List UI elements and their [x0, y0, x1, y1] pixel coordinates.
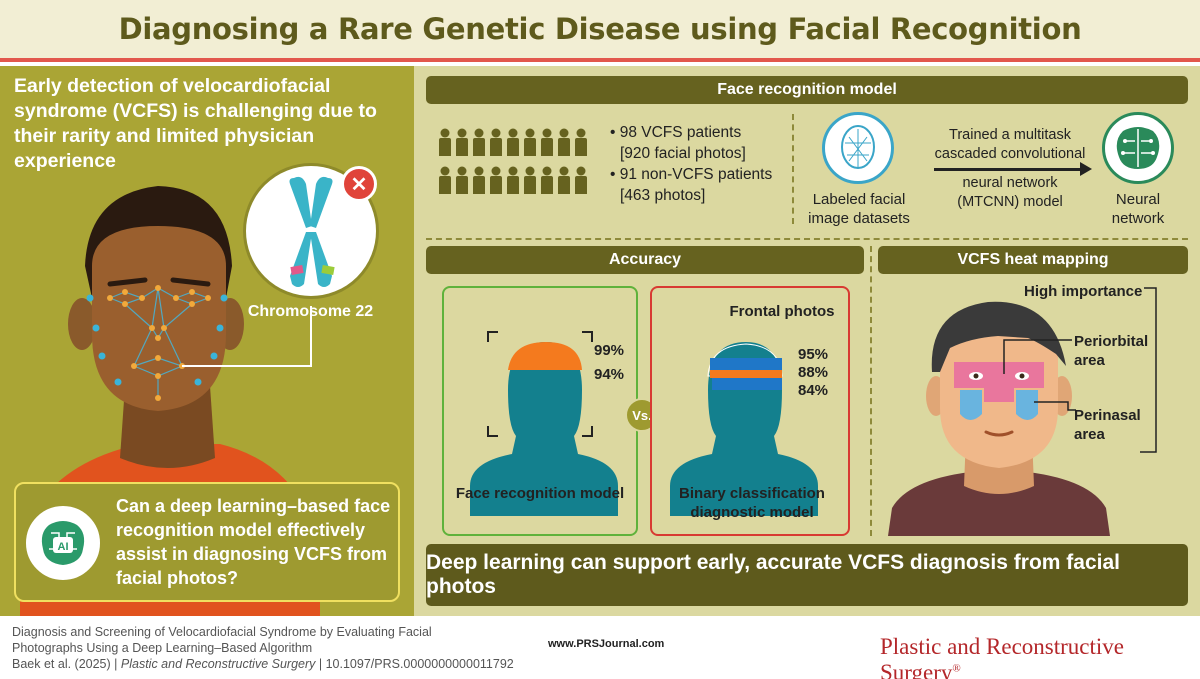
face-model-accuracy-box: 99% 94% Face recognition model [442, 286, 638, 536]
section-divider [426, 238, 1188, 240]
face-model-pct-top: 99% [594, 342, 625, 359]
citation-line-3: Baek et al. (2025) | Plastic and Reconst… [12, 656, 532, 672]
chromosome-label: Chromosome 22 [247, 303, 374, 320]
intro-text: Early detection of velocardiofacial synd… [14, 75, 377, 172]
labeled-dataset-label: Labeled facial image datasets [808, 191, 910, 227]
high-importance-label: High importance [1024, 283, 1143, 300]
footer: Diagnosis and Screening of Velocardiofac… [0, 616, 1200, 679]
title-bar: Diagnosing a Rare Genetic Disease using … [0, 0, 1200, 62]
face-model-label: Face recognition model [455, 485, 625, 502]
accuracy-header: Accuracy [426, 246, 864, 274]
binary-model-label: Binary classification diagnostic model [679, 485, 825, 521]
close-icon: ✕ [341, 166, 377, 202]
research-question-box: AI Can a deep learning–based face recogn… [14, 482, 400, 602]
citation: Diagnosis and Screening of Velocardiofac… [12, 624, 532, 672]
journal-name: Plastic and Reconstructive Surgery [880, 634, 1124, 679]
chromosome-circle [243, 163, 379, 299]
perinasal-label: Perinasal area [1074, 407, 1141, 443]
binary-model-head-icon [670, 342, 818, 516]
neural-network-icon [1102, 112, 1174, 184]
citation-line-1: Diagnosis and Screening of Velocardiofac… [12, 625, 432, 639]
face-model-header: Face recognition model [426, 76, 1188, 104]
conclusion-banner: Deep learning can support early, accurat… [426, 544, 1188, 606]
mtcnn-text: neural network (MTCNN) model [957, 175, 1063, 210]
ai-brain-icon: AI [26, 506, 100, 580]
bullet-non-vcfs-photos: [463 photos] [620, 187, 706, 204]
arrow-head-icon [1080, 162, 1092, 176]
arrow-right-icon [934, 168, 1084, 171]
journal-url[interactable]: www.PRSJournal.com [548, 638, 665, 650]
ai-label: AI [58, 541, 69, 553]
heatmap-face-illustration [888, 287, 1157, 536]
binary-model-accuracy-box: Frontal photos 95% 88% 84% Binary classi… [650, 286, 850, 536]
bullet-vcfs: • 98 VCFS patients [610, 124, 742, 141]
patients-people-icon [439, 128, 587, 194]
bullet-vcfs-photos: [920 facial photos] [620, 145, 746, 162]
journal-logo: Plastic and Reconstructive Surgery® [880, 634, 1200, 679]
left-panel: Early detection of velocardiofacial synd… [0, 66, 414, 616]
frontal-photos-label: Frontal photos [729, 303, 835, 320]
neural-network-label: Neural network [1111, 191, 1165, 227]
registered-mark: ® [952, 662, 961, 675]
face-scan-icon [822, 112, 894, 184]
citation-line-2: Photographs Using a Deep Learning–Based … [12, 641, 313, 655]
heatmap-header: VCFS heat mapping [878, 246, 1188, 274]
citation-authors: Baek et al. (2025) | [12, 657, 121, 671]
research-question: Can a deep learning–based face recogniti… [116, 496, 391, 588]
accuracy-divider [870, 246, 872, 536]
model-divider [792, 114, 794, 224]
chromosome-icon [289, 176, 335, 287]
face-model-head-icon [470, 331, 618, 516]
citation-journal: Plastic and Reconstructive Surgery [120, 657, 316, 671]
periorbital-label: Periorbital area [1074, 333, 1149, 369]
page-title: Diagnosing a Rare Genetic Disease using … [118, 12, 1082, 46]
binary-pct-1: 95% [798, 346, 829, 363]
right-panel: Face recognition model • 98 VCFS patient… [414, 66, 1200, 616]
patient-bullets: • 98 VCFS patients [920 facial photos] •… [610, 122, 790, 206]
face-model-pct-bottom: 94% [594, 366, 625, 383]
citation-doi: | 10.1097/PRS.0000000000011792 [315, 657, 514, 671]
trained-text: Trained a multitask cascaded convolution… [934, 127, 1086, 162]
bullet-non-vcfs: • 91 non-VCFS patients [610, 166, 773, 183]
binary-pct-2: 88% [798, 364, 829, 381]
binary-pct-3: 84% [798, 382, 829, 399]
